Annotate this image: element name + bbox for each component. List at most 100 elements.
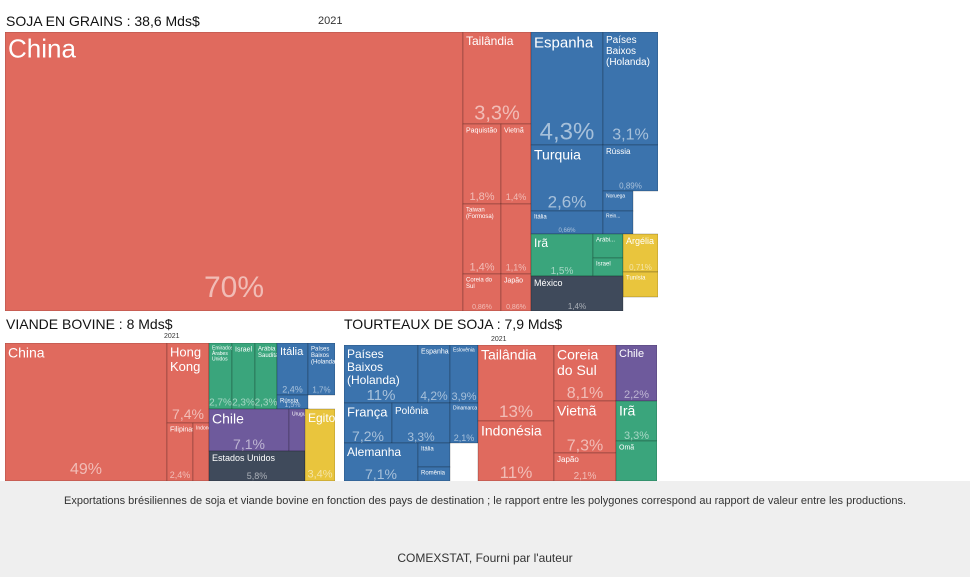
treemap-tourteaux-soja: Países Baixos (Holanda)11%Espanha4,2%Eslov… — [344, 345, 657, 481]
treemap-value-eslovenia: 3,9% — [451, 391, 476, 403]
chart-year-soja-grains: 2021 — [318, 15, 343, 27]
treemap-cell-dinamarca: Dinamarca 2,1% — [449, 402, 479, 444]
treemap-label-chile: Chile — [212, 411, 244, 427]
treemap-value-coreia-do-sul: 0,86% — [472, 304, 492, 311]
treemap-cell-indonesia: Indonésia 11% — [477, 420, 555, 481]
treemap-label-paises-baixos-holanda: Países Baixos (Holanda) — [347, 347, 400, 387]
treemap-label-emirados-arabes-unidos: Emirados Árabes Unidos — [212, 346, 234, 363]
treemap-cell-cell-5: 1,1% — [500, 203, 532, 275]
treemap-label-turquia: Turquia — [534, 147, 581, 163]
treemap-label-vietna: Vietnã — [504, 127, 524, 134]
treemap-cell-hong-kong: Hong Kong 7,4% — [166, 343, 210, 424]
treemap-cell-vietna: Vietnã 7,3% — [553, 400, 617, 454]
treemap-rect-romenia — [417, 466, 451, 481]
treemap-value-polonia: 3,3% — [407, 430, 435, 444]
chart-title-soja-grains: SOJA EN GRAINS : 38,6 Mds$ — [6, 13, 200, 29]
treemap-rect-taiwan-formosa — [462, 203, 502, 275]
treemap-cell-coreia-do-sul: Coreia do Sul 8,1% — [553, 345, 617, 402]
treemap-label-indonesia: Indonésia — [196, 426, 218, 432]
treemap-cell-egito: Egito 3,4% — [304, 408, 335, 481]
treemap-label-japao: Japão — [557, 455, 579, 464]
chart-year-tourteaux-soja: 2021 — [491, 336, 507, 343]
treemap-cell-paquistao: Paquistão 1,8% — [462, 123, 502, 205]
treemap-cell-mexico: México 1,4% — [530, 275, 624, 311]
treemap-label-japao: Japão — [504, 277, 523, 284]
chart-title-tourteaux-soja: TOURTEAUX DE SOJA : 7,9 Mds$ — [344, 316, 563, 332]
treemap-cell-russia: Rússia 0,89% — [602, 144, 658, 192]
treemap-rect-polonia — [391, 402, 451, 444]
treemap-rect-tailandia — [462, 32, 532, 125]
treemap-label-paises-baixos-holanda: Países Baixos (Holanda) — [606, 35, 650, 68]
treemap-value-filipinas: 2,4% — [170, 470, 191, 480]
treemap-value-tailandia: 3,3% — [474, 102, 520, 124]
treemap-value-russia: 0,89% — [619, 182, 642, 191]
treemap-rect-alemanha — [344, 442, 419, 481]
treemap-rect-coreia-do-sul — [462, 273, 502, 311]
treemap-value-israel: 2,3% — [232, 398, 255, 409]
treemap-value-ira: 1,5% — [551, 266, 574, 277]
treemap-rect-italia — [417, 442, 451, 468]
treemap-value-emirados-arabes-unidos: 2,7% — [209, 398, 232, 409]
treemap-cell-estados-unidos: Estados Unidos 5,8% — [208, 450, 306, 481]
treemap-cell-italia: Itália 0,66% — [530, 210, 604, 235]
treemap-cell-tailandia: Tailândia 3,3% — [462, 32, 532, 125]
treemap-cell-arabi: Arábi... — [592, 233, 624, 259]
treemap-rect-arabi — [592, 233, 624, 259]
treemap-cell-tailandia: Tailândia 13% — [477, 345, 555, 422]
treemap-label-russia: Rússia — [606, 147, 631, 156]
treemap-value-italia: 2,4% — [282, 384, 303, 394]
treemap-cell-filipinas: Filipinas 2,4% — [166, 422, 196, 481]
treemap-value-vietna: 7,3% — [567, 437, 603, 454]
treemap-cell-taiwan-formosa: Taiwan (Formosa) 1,4% — [462, 203, 502, 275]
treemap-value-ira: 3,3% — [624, 430, 649, 442]
treemap-value-argelia: 0,71% — [629, 263, 652, 272]
treemap-label-coreia-do-sul: Coreia do Sul — [557, 347, 598, 378]
treemap-value-chile: 7,1% — [233, 436, 265, 452]
treemap-rect-egito — [304, 408, 335, 481]
treemap-value-china: 70% — [204, 271, 264, 304]
treemap-value-estados-unidos: 5,8% — [247, 471, 268, 481]
treemap-label-noruega: Noruega — [606, 194, 625, 200]
treemap-cell-emirados-arabes-unidos: Emirados Árabes Unidos 2,7% — [208, 343, 234, 410]
treemap-rect-indonesia — [192, 422, 210, 481]
treemap-label-oma: Omã — [619, 444, 634, 451]
treemap-label-tunisia: Tunísia — [626, 275, 646, 281]
treemap-value-japao: 0,86% — [506, 304, 526, 311]
treemap-label-tailandia: Tailândia — [466, 34, 514, 48]
treemap-cell-italia: Itália 2,4% — [276, 343, 309, 396]
treemap-value-paises-baixos-holanda: 11% — [367, 387, 396, 404]
chart-year-viande-bovine: 2021 — [164, 333, 180, 340]
treemap-label-vietna: Vietnã — [557, 403, 597, 419]
treemap-label-russia: Rússia — [280, 398, 299, 404]
treemap-value-taiwan-formosa: 1,4% — [469, 262, 494, 274]
treemap-cell-romenia: Romênia — [417, 466, 451, 481]
treemap-label-hong-kong: Hong Kong — [170, 345, 201, 374]
treemap-label-polonia: Polônia — [395, 406, 429, 417]
treemap-label-uruguai: Uruguai — [292, 412, 310, 418]
treemap-value-espanha: 4,3% — [540, 118, 595, 145]
treemap-label-espanha: Espanha — [421, 348, 449, 355]
treemap-rect-chile — [208, 408, 290, 452]
treemap-value-dinamarca: 2,1% — [454, 433, 475, 443]
treemap-label-china: China — [8, 345, 45, 361]
treemap-rect-mexico — [530, 275, 624, 311]
treemap-label-eslovenia: Eslovênia — [453, 348, 475, 354]
caption-text: Exportations brésiliennes de soja et via… — [63, 495, 907, 507]
treemap-value-cell-5: 1,1% — [506, 263, 527, 273]
treemap-cell-oma: Omã — [615, 440, 657, 481]
treemap-rect-japao — [553, 452, 617, 481]
treemap-cell-paises-baixos-holanda: Países Baixos (Holanda) 1,7% — [307, 343, 335, 396]
chart-title-viande-bovine: VIANDE BOVINE : 8 Mds$ — [6, 316, 173, 332]
treemap-value-tailandia: 13% — [499, 402, 533, 421]
treemap-cell-vietna: Vietnã 1,4% — [500, 123, 532, 205]
treemap-value-italia: 0,66% — [558, 228, 576, 234]
treemap-cell-tunisia: Tunísia — [622, 271, 658, 298]
treemap-value-espanha: 4,2% — [420, 389, 448, 403]
treemap-rect-espanha — [417, 345, 451, 404]
treemap-rect-paquistao — [462, 123, 502, 205]
treemap-label-argelia: Argélia — [626, 236, 654, 246]
treemap-cell-rein: Rein... — [602, 210, 634, 235]
treemap-value-indonesia: 11% — [500, 463, 533, 481]
treemap-value-vietna: 1,4% — [506, 192, 527, 202]
